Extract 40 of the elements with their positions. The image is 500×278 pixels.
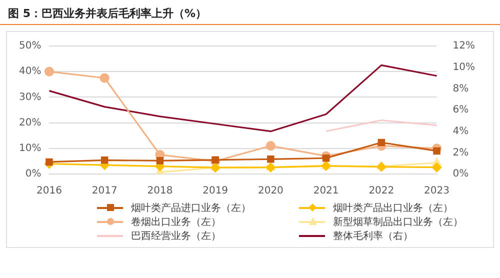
y-tick-label: 0%	[25, 168, 42, 180]
x-tick-label: 2023	[424, 186, 450, 197]
legend-label: 整体毛利率（右）	[333, 231, 413, 242]
x-tick-label: 2020	[258, 186, 284, 197]
y-tick-label: 20%	[18, 117, 42, 128]
point	[267, 156, 274, 163]
point	[156, 157, 164, 164]
point	[100, 156, 108, 164]
y2-tick-label: 12%	[452, 40, 476, 52]
point	[44, 66, 54, 76]
chart-title: 图 5：巴西业务并表后毛利率上升（%）	[0, 0, 500, 25]
point	[378, 138, 386, 146]
y2-tick-label: 10%	[452, 62, 476, 73]
y2-tick-label: 8%	[452, 83, 469, 94]
legend-label: 卷烟出口业务（左）	[131, 217, 221, 228]
y2-tick-label: 0%	[452, 168, 469, 180]
y-tick-label: 10%	[18, 142, 42, 154]
y-tick-label: 50%	[18, 40, 42, 52]
point	[266, 141, 276, 151]
point	[100, 73, 110, 83]
legend-label: 烟叶类产品出口业务（左）	[333, 203, 453, 214]
legend-label: 烟叶类产品进口业务（左）	[131, 203, 251, 214]
point	[322, 154, 330, 162]
y-tick-label: 40%	[18, 66, 42, 78]
point	[432, 162, 442, 172]
point	[46, 158, 53, 166]
y2-tick-label: 6%	[452, 104, 469, 116]
y-tick-label: 30%	[18, 92, 42, 103]
y2-tick-label: 4%	[452, 126, 469, 137]
x-tick-label: 2017	[92, 186, 118, 197]
x-tick-label: 2018	[147, 186, 173, 197]
legend-label: 新型烟草制品出口业务（左）	[333, 217, 463, 228]
point	[376, 162, 386, 172]
x-tick-label: 2022	[368, 186, 394, 197]
y2-tick-label: 2%	[452, 147, 469, 158]
point	[433, 147, 440, 155]
x-tick-label: 2019	[202, 186, 228, 197]
x-tick-label: 2021	[313, 186, 339, 197]
x-tick-label: 2016	[36, 186, 62, 197]
legend-label: 巴西经营业务（左）	[131, 231, 221, 242]
